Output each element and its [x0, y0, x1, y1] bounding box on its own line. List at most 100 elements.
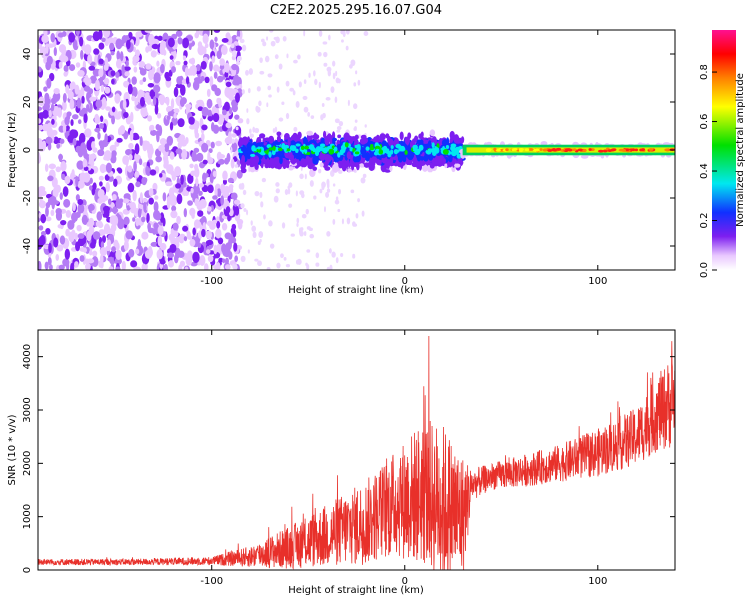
spectrogram-cell [125, 230, 133, 240]
spectrogram-cell [62, 186, 69, 197]
spectrogram-cell [46, 78, 52, 89]
spectrogram-cell [267, 73, 273, 78]
spectrogram-cell [94, 79, 100, 91]
spectrogram-cell [134, 152, 139, 163]
spectrogram-cell [38, 139, 43, 150]
spectrogram-cell [151, 43, 160, 50]
spectrogram-cell [113, 178, 118, 188]
spectrogram-cell [155, 86, 159, 98]
spectrogram-cell [89, 96, 97, 102]
spectrogram-cell [295, 148, 299, 154]
spectrogram-cell [308, 72, 311, 78]
spectrogram-cell [452, 158, 457, 164]
spectrogram-cell [234, 114, 240, 120]
snr-y-axis-label: SNR (10 * v/v) [7, 414, 18, 485]
spectrogram-cell [197, 210, 204, 217]
spectrogram-cell [45, 227, 51, 235]
spectrogram-cell [104, 133, 108, 145]
spectrogram-cell [202, 221, 207, 232]
spectrogram-cell [519, 149, 523, 153]
spectrogram-cell [132, 189, 137, 202]
spectrogram-cell [180, 139, 188, 147]
spectrogram-cell [236, 55, 242, 62]
spectrogram-cell [315, 262, 320, 267]
spectrogram-cell [329, 264, 333, 270]
spectrogram-cell [285, 263, 291, 268]
spectrogram-cell [128, 154, 133, 161]
spectrogram-cell [132, 217, 136, 222]
spectrogram-cell [119, 51, 124, 62]
spectrogram-cell [123, 131, 129, 140]
spectrogram-cell [337, 208, 341, 213]
spectrogram-cell [79, 36, 84, 47]
spectrogram-cell [40, 213, 47, 224]
spectrogram-cell [222, 187, 229, 198]
spectrogram-cell [343, 136, 347, 143]
spectrogram-cell [105, 106, 111, 111]
spectrogram-cell [189, 239, 196, 247]
spectrogram-cell [352, 253, 356, 259]
spectrogram-cell [287, 185, 290, 190]
colorbar: 0.0 0.2 0.4 0.6 0.8 Normalized spectral ampl… [699, 30, 746, 278]
spectrogram-cell [167, 252, 175, 259]
spectrogram-cell [53, 136, 59, 145]
spectrogram-cell [281, 101, 285, 105]
spectrogram-cell [142, 77, 147, 83]
spectrogram-cell [335, 70, 338, 77]
spectrogram-cell [92, 231, 101, 240]
spectrogram-cell [205, 230, 213, 239]
spectrogram-cell [394, 138, 399, 144]
spectrogram-cell [289, 87, 295, 92]
spectrogram-cell [275, 188, 280, 194]
spectrogram-cell [125, 148, 133, 156]
spectrogram-cell [79, 255, 85, 262]
spectrogram-cell [417, 148, 421, 153]
spectrogram-cell [259, 70, 265, 75]
spectrogram-cell [99, 254, 104, 265]
spectrogram-cell [166, 96, 170, 106]
spectrogram-cell [296, 222, 299, 227]
spectrogram-cell [53, 47, 57, 57]
spectrogram-cell [188, 116, 195, 125]
spectrogram-cell [322, 41, 328, 45]
spectrogram-cell [276, 131, 282, 137]
spectrogram-cell [528, 148, 534, 151]
spectrogram-cell [231, 63, 238, 71]
spectrogram-cell [234, 164, 239, 168]
spectrogram-cell [287, 187, 291, 195]
spectrogram-cell [356, 144, 361, 150]
spectrogram-cell [334, 199, 340, 205]
spectrogram-cell [310, 115, 315, 119]
spectrogram-cell [304, 148, 308, 154]
spectrogram-cell [230, 147, 233, 154]
spectrogram-cell [377, 158, 382, 166]
spectrogram-cell [363, 162, 370, 168]
spectrogram-cell [295, 101, 300, 108]
spectrogram-cell [295, 143, 301, 147]
spectrogram-cell [306, 263, 310, 270]
spectrogram-cell [119, 198, 124, 204]
spectrogram-cell [404, 150, 408, 155]
spectrogram-cell [270, 40, 276, 47]
spectrogram-cell [393, 148, 399, 155]
spectrogram-cell [240, 203, 245, 209]
spectrogram-cell [99, 140, 105, 151]
spectrogram-cell [146, 212, 150, 224]
spectrogram-cell [288, 151, 293, 158]
spectrogram-cell [222, 170, 228, 181]
spectrogram-cell [314, 78, 318, 86]
spectrogram-cell [300, 158, 306, 168]
spectrogram-cell [236, 36, 240, 40]
spectrogram-cell [313, 70, 316, 77]
colorbar-tick-label: 0.6 [699, 114, 710, 130]
spectrogram-cell [324, 166, 331, 171]
colorbar-label: Normalized spectral amplitude [735, 73, 746, 227]
spectrogram-cell [128, 142, 134, 149]
spectrogram-cell [111, 150, 117, 157]
spectrogram-cell [350, 189, 355, 194]
colorbar-tick-label: 0.2 [699, 213, 710, 229]
spectrogram-cell [147, 82, 155, 88]
spectrogram-cell [319, 162, 324, 168]
spectrogram-cell [74, 232, 79, 241]
